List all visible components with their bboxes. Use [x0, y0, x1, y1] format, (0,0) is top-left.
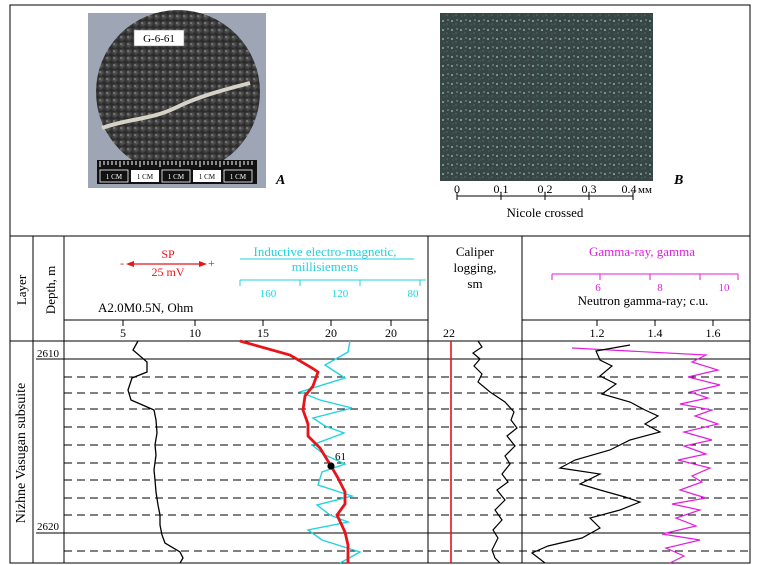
gamma-tick-8: 8	[657, 282, 663, 294]
ruler-unit-4: 1 CM	[199, 173, 216, 181]
sp-plus: +	[208, 256, 215, 270]
micro-scale-tick-0: 0	[454, 182, 460, 196]
caliper-title-2: logging,	[454, 260, 497, 275]
col-header-depth: Depth, m	[43, 266, 58, 314]
inductive-tick-120: 120	[332, 288, 349, 300]
core-fracture-vein	[101, 81, 251, 130]
sample-marker-label: 61	[335, 451, 346, 463]
col-header-layer: Layer	[14, 274, 29, 305]
ruler-box-4	[193, 170, 221, 182]
neutron-curve	[530, 344, 662, 564]
ruler-box-3	[161, 169, 191, 183]
outer-frame	[9, 4, 751, 564]
inductive-title: Inductive electro-magnetic,	[254, 244, 397, 259]
neutron-title: Neutron gamma-ray; c.u.	[578, 293, 709, 308]
micro-scale-tick-2: 0.2	[538, 182, 553, 196]
caliper-curve	[472, 340, 518, 564]
inductive-axis-ticks	[239, 280, 421, 286]
resistivity-title: A2.0M0.5N, Ohm	[98, 300, 193, 315]
resistivity-axis-ticks	[122, 320, 392, 326]
inductive-tick-80: 80	[408, 288, 420, 300]
ruler-unit-2: 1 CM	[137, 173, 154, 181]
gamma-axis-ticks	[551, 274, 739, 280]
panel-letter-a: A	[275, 173, 285, 188]
resistivity-tick-5: 5	[120, 326, 126, 340]
inductive-curve	[297, 340, 362, 564]
micro-scale-tick-3: 0.3	[582, 182, 597, 196]
resistivity-tick-15: 15	[257, 326, 269, 340]
log-grid	[10, 236, 750, 563]
ruler-unit-1: 1 CM	[106, 173, 123, 181]
caliper-title: Caliper	[456, 244, 495, 259]
sp-minus: -	[120, 256, 124, 270]
depth-label-2610: 2610	[37, 348, 60, 360]
resistivity-tick-20b: 20	[385, 326, 397, 340]
ruler-unit-5: 1 CM	[230, 173, 247, 181]
photo-a: G-6-61 1 CM 1 CM 1 CM 1 CM 1 CM	[88, 10, 266, 188]
layer-boundaries	[64, 358, 750, 534]
sample-marker-dot	[327, 462, 335, 470]
caliper-tick-22: 22	[443, 326, 455, 340]
sp-scale: 25 mV	[152, 265, 185, 279]
dashed-interlayers	[64, 376, 750, 552]
sample-label-box	[133, 29, 185, 47]
sp-curve	[239, 339, 350, 563]
sp-legend-arrow	[126, 261, 207, 267]
sp-label: SP	[161, 247, 175, 261]
neutron-tick-1.4: 1.4	[648, 326, 663, 340]
ruler-box-5	[223, 169, 253, 183]
caliper-unit: sm	[467, 276, 482, 291]
gamma-title: Gamma-ray, gamma	[589, 244, 695, 259]
ruler-box-1	[99, 169, 129, 183]
neutron-tick-1.2: 1.2	[590, 326, 605, 340]
rock-core-sample	[96, 10, 260, 174]
micro-scale-unit: мм	[638, 184, 652, 196]
resistivity-tick-20a: 20	[325, 326, 337, 340]
inductive-unit: millisiemens	[292, 259, 358, 274]
depth-label-2620: 2620	[37, 521, 60, 533]
neutron-axis-ticks	[596, 320, 714, 326]
ruler-unit-3: 1 CM	[168, 173, 185, 181]
sample-label: G-6-61	[143, 33, 175, 45]
micro-scale-bar	[456, 192, 634, 200]
micro-scale-tick-4: 0.4	[622, 182, 637, 196]
ruler-ticks	[99, 161, 253, 167]
inductive-tick-160: 160	[260, 288, 277, 300]
panel-letter-b: B	[673, 173, 683, 188]
micrograph	[440, 13, 653, 181]
layer-name: Nizhne Vasugan subsuite	[14, 383, 29, 524]
gamma-tick-10: 10	[719, 282, 731, 294]
photo-b	[440, 13, 653, 181]
resistivity-tick-10: 10	[189, 326, 201, 340]
micro-scale-tick-1: 0.1	[494, 182, 509, 196]
micrograph-tint	[440, 13, 653, 181]
neutron-tick-1.6: 1.6	[706, 326, 721, 340]
micro-caption: Nicole crossed	[507, 205, 584, 220]
ruler-box-2	[131, 170, 159, 182]
resistivity-curve	[127, 340, 184, 564]
gamma-tick-6: 6	[595, 282, 601, 294]
gamma-curve	[571, 347, 721, 564]
